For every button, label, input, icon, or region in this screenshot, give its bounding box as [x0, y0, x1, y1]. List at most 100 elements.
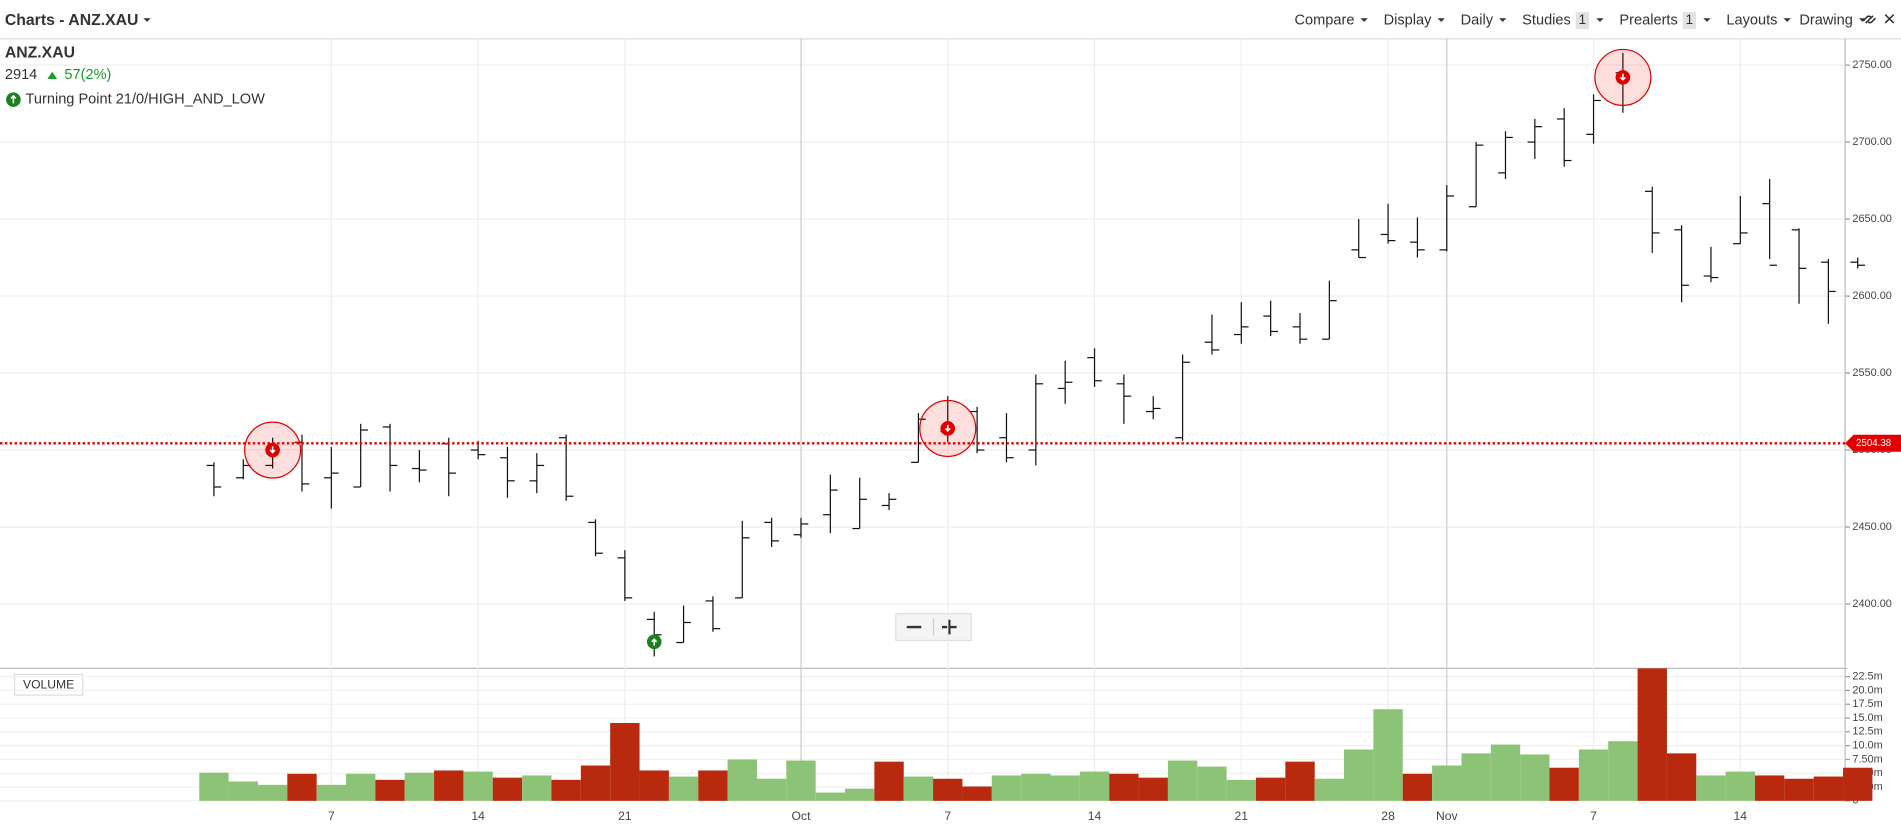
- y-tick-label: 2400.00: [1852, 598, 1891, 610]
- volume-bar: [1197, 766, 1227, 801]
- volume-bar: [434, 770, 464, 801]
- volume-bar: [257, 784, 288, 801]
- toolbar-title[interactable]: Charts - ANZ.XAU: [5, 12, 139, 29]
- volume-bar: [404, 772, 435, 801]
- menu-item[interactable]: Prealerts: [1619, 13, 1677, 29]
- legend-symbol: ANZ.XAU: [5, 45, 75, 62]
- x-tick-label: 21: [1235, 809, 1249, 823]
- volume-y-tick-label: 22.5m: [1852, 671, 1882, 683]
- volume-bar: [463, 771, 493, 801]
- zoom-controls: [895, 613, 972, 642]
- volume-bar: [228, 781, 258, 801]
- volume-bar: [933, 778, 963, 801]
- dropdown-arrow: [1703, 18, 1711, 22]
- volume-bar: [580, 765, 611, 801]
- menu-item[interactable]: Layouts: [1726, 13, 1777, 29]
- volume-bar: [1432, 765, 1462, 801]
- menu-item[interactable]: Studies: [1522, 13, 1571, 29]
- menu-item[interactable]: Display: [1384, 13, 1433, 29]
- x-tick-label: 21: [618, 809, 632, 823]
- menu-item[interactable]: Daily: [1461, 13, 1494, 29]
- change-arrow: [47, 71, 58, 79]
- volume-bar: [1637, 668, 1667, 801]
- menu-badge: 1: [1686, 12, 1693, 27]
- volume-bar: [639, 770, 669, 801]
- last-price-tag: [1845, 434, 1901, 452]
- volume-bar: [522, 775, 552, 801]
- volume-bar: [1520, 754, 1550, 801]
- x-tick-label: 14: [1088, 809, 1102, 823]
- volume-bar: [199, 772, 229, 801]
- volume-bar: [1696, 775, 1726, 801]
- x-tick-label: 14: [471, 809, 485, 823]
- volume-bar: [1549, 767, 1579, 801]
- volume-y-tick-label: 12.5m: [1852, 726, 1882, 738]
- legend-study: Turning Point 21/0/HIGH_AND_LOW: [26, 91, 266, 107]
- volume-bar: [668, 776, 699, 801]
- volume-bar: [610, 723, 640, 801]
- zoom-in[interactable]: [941, 619, 957, 635]
- volume-bar: [1784, 778, 1814, 801]
- volume-bar: [756, 778, 787, 801]
- menu-badge-bg: [1575, 12, 1590, 30]
- x-tick-label: Nov: [1436, 809, 1459, 823]
- link-icon[interactable]: [1862, 15, 1877, 24]
- volume-label: VOLUME: [23, 678, 74, 692]
- volume-bar: [1578, 749, 1609, 801]
- volume-bar: [786, 760, 816, 801]
- dropdown-arrow: [1596, 18, 1604, 22]
- y-tick-label: 2700.00: [1852, 136, 1891, 148]
- menu-item[interactable]: Compare: [1294, 13, 1354, 29]
- volume-bar: [1490, 744, 1521, 801]
- volume-bar: [1021, 773, 1051, 801]
- volume-bar: [1109, 773, 1139, 801]
- x-tick-label: 7: [1590, 809, 1597, 823]
- volume-bar: [1050, 775, 1080, 801]
- volume-bar: [1285, 761, 1315, 801]
- volume-bar: [346, 773, 376, 801]
- menu-badge-bg: [1682, 12, 1697, 30]
- volume-bar: [727, 759, 757, 801]
- volume-bar: [1461, 753, 1491, 801]
- volume-bar: [991, 775, 1022, 801]
- volume-bar: [1344, 749, 1374, 801]
- volume-bar: [1167, 760, 1198, 801]
- volume-bar: [1666, 753, 1697, 801]
- volume-bar: [1725, 771, 1755, 801]
- volume-bar: [492, 777, 523, 801]
- legend-change: 57(2%): [64, 67, 111, 83]
- dropdown-arrow: [1783, 18, 1791, 22]
- signal-arrow: [651, 638, 658, 646]
- volume-bar: [1402, 773, 1433, 801]
- volume-bar: [1314, 778, 1345, 801]
- volume-bar: [551, 779, 581, 801]
- x-tick-label: 7: [328, 809, 335, 823]
- volume-bar: [1226, 779, 1256, 801]
- volume-y-tick-label: 20.0m: [1852, 684, 1882, 696]
- x-tick-label: 7: [944, 809, 951, 823]
- volume-bar: [1079, 771, 1110, 801]
- volume-y-tick-label: 7.50m: [1852, 753, 1882, 765]
- x-tick-label: 28: [1381, 809, 1395, 823]
- menu: Compare Display Daily Studies 1 Prealerts 1 Lay…: [1294, 12, 1867, 30]
- volume-bar: [1843, 767, 1873, 801]
- volume-bar: [287, 773, 317, 801]
- volume-bar: [874, 761, 904, 801]
- volume-bar: [903, 776, 934, 801]
- volume-bar: [962, 786, 992, 801]
- y-tick-label: 2600.00: [1852, 290, 1891, 302]
- volume-bar: [1813, 776, 1844, 801]
- x-tick-label: Oct: [792, 809, 812, 823]
- legend-price: 2914: [5, 67, 37, 83]
- dropdown-arrow: [143, 18, 151, 22]
- volume-bar: [698, 770, 728, 801]
- signal-arrow: [944, 424, 951, 433]
- volume-y-tick-label: 17.5m: [1852, 698, 1882, 710]
- volume-bar: [845, 788, 875, 801]
- volume-y-tick-label: 10.0m: [1852, 740, 1882, 752]
- signal-arrow: [269, 446, 276, 454]
- close-icon[interactable]: [1884, 14, 1895, 24]
- menu-item[interactable]: Drawing: [1799, 13, 1852, 29]
